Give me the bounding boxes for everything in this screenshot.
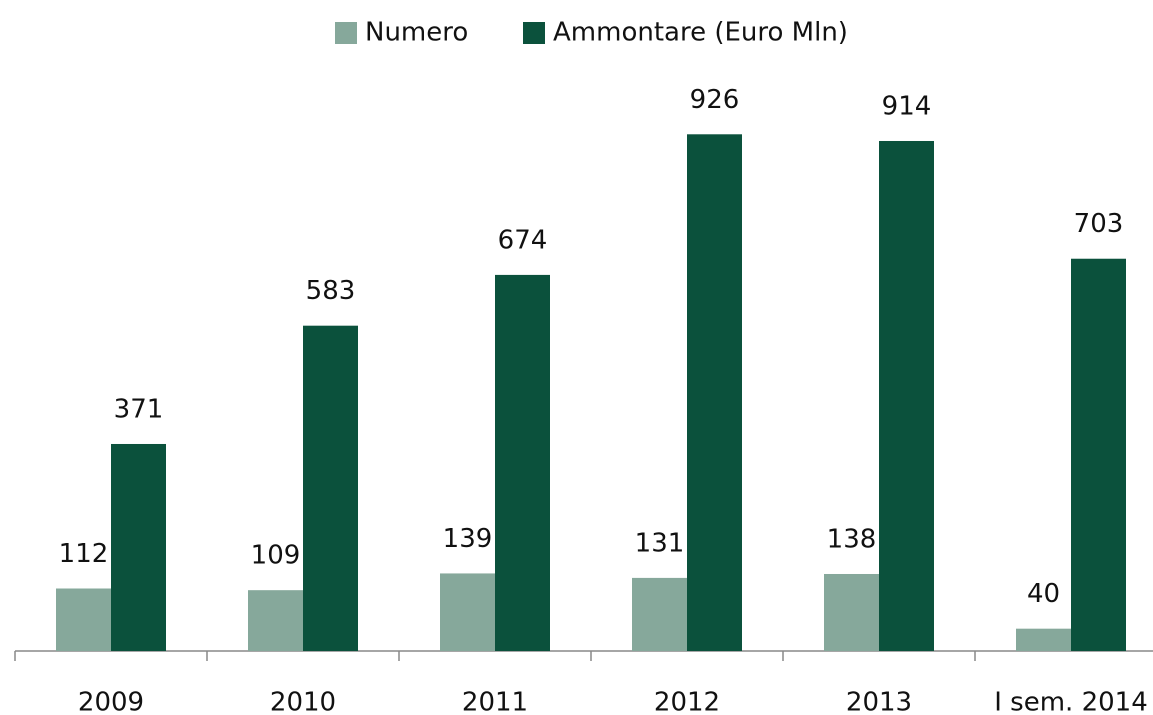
bar [56, 588, 111, 651]
x-tick-label: I sem. 2014 [994, 688, 1148, 715]
bar [687, 134, 742, 652]
bar [495, 274, 550, 651]
x-tick-label: 2013 [846, 688, 912, 715]
data-label: 138 [827, 524, 877, 554]
bar [248, 590, 303, 651]
data-label: 674 [498, 225, 548, 255]
bar [303, 325, 358, 651]
data-label: 40 [1027, 579, 1060, 609]
data-label: 926 [690, 85, 740, 115]
bar [440, 573, 495, 651]
bar [1071, 258, 1126, 651]
bar [824, 573, 879, 651]
bar [111, 443, 166, 651]
data-label: 703 [1074, 209, 1124, 239]
data-label: 583 [306, 276, 356, 306]
data-label: 109 [251, 541, 301, 571]
bar [879, 140, 934, 651]
x-tick-label: 2009 [78, 688, 144, 715]
data-label: 139 [443, 524, 493, 554]
x-tick-label: 2010 [270, 688, 336, 715]
data-label: 112 [59, 539, 109, 569]
bar [1016, 628, 1071, 651]
legend-swatch [335, 22, 357, 44]
x-tick-label: 2012 [654, 688, 720, 715]
legend-swatch [523, 22, 545, 44]
legend-label: Ammontare (Euro Mln) [553, 18, 848, 48]
bar [632, 577, 687, 651]
data-label: 371 [114, 394, 164, 424]
x-tick-label: 2011 [462, 688, 528, 715]
data-label: 914 [882, 91, 932, 121]
data-label: 131 [635, 528, 685, 558]
legend-label: Numero [365, 18, 468, 48]
